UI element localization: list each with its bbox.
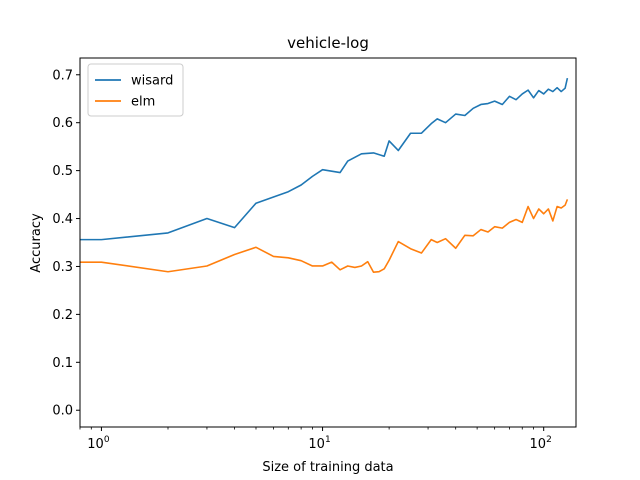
x-tick-label: 100 (87, 435, 110, 452)
plot-frame (79, 57, 577, 428)
y-tick-label: 0.7 (52, 68, 73, 83)
y-tick-label: 0.1 (52, 356, 73, 371)
y-tick-label: 0.6 (52, 116, 73, 131)
legend-label-wisard: wisard (131, 74, 173, 89)
series-layer (80, 77, 569, 274)
x-tick-exponent: 2 (546, 435, 552, 445)
y-axis-label: Accuracy (29, 213, 44, 273)
series-line-elm (80, 199, 569, 274)
y-tick-label: 0.5 (52, 164, 73, 179)
series-line-wisard (80, 77, 569, 241)
legend-label-elm: elm (131, 95, 155, 110)
legend: wisard elm (87, 63, 184, 117)
y-axis: 0.0 0.1 0.2 0.3 0.4 0.5 0.6 0.7 (52, 68, 80, 419)
y-tick-label: 0.0 (52, 404, 73, 419)
x-tick-label: 101 (308, 435, 330, 452)
x-tick-exponent: 1 (325, 435, 331, 445)
y-tick-label: 0.3 (52, 260, 73, 275)
x-axis-label: Size of training data (262, 460, 393, 475)
y-tick-label: 0.4 (52, 212, 73, 227)
x-tick-exponent: 0 (104, 435, 110, 445)
legend-box (87, 63, 184, 117)
plot-area (80, 58, 576, 427)
chart-title: vehicle-log (287, 34, 369, 52)
x-axis: 100 101 102 (79, 427, 552, 452)
x-tick-label: 102 (530, 435, 552, 452)
y-tick-label: 0.2 (52, 308, 73, 323)
